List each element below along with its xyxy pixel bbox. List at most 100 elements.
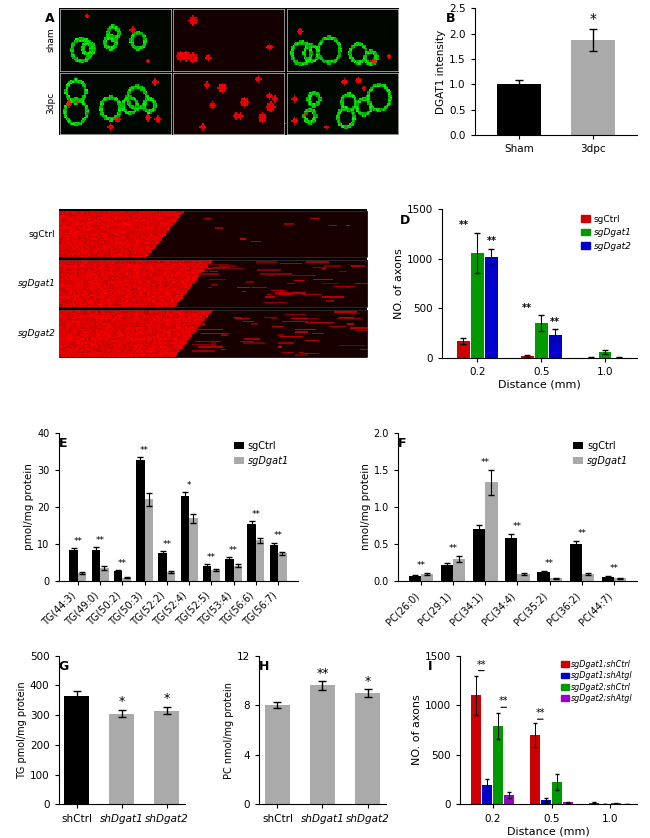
Bar [92, 550, 100, 582]
X-axis label: Distance (mm): Distance (mm) [507, 826, 590, 836]
Bar [541, 799, 551, 804]
Text: **: ** [577, 529, 586, 538]
Bar [203, 566, 211, 582]
Text: E: E [58, 437, 67, 450]
Text: 3dpc: 3dpc [46, 92, 55, 114]
Bar [453, 559, 465, 582]
Text: **: ** [73, 536, 83, 546]
Bar [441, 565, 453, 582]
Legend: sgDgat1;shCtrl, sgDgat1;shAtgl, sgDgat2;shCtrl, sgDgat2;shAtgl: sgDgat1;shCtrl, sgDgat1;shAtgl, sgDgat2;… [562, 660, 633, 703]
Bar [70, 550, 78, 582]
Bar [154, 711, 179, 804]
Bar [310, 685, 335, 804]
Text: **: ** [317, 667, 329, 680]
Bar [78, 573, 86, 582]
Bar [159, 553, 167, 582]
Text: sgDgat2: sgDgat2 [18, 328, 55, 338]
Bar [421, 574, 434, 582]
Bar [550, 578, 562, 582]
Text: I: I [428, 660, 433, 673]
Bar [493, 727, 503, 804]
Bar [211, 570, 220, 582]
Text: D: D [400, 214, 410, 227]
Y-axis label: pmol/mg protein: pmol/mg protein [24, 463, 34, 551]
Bar [109, 714, 134, 804]
Text: sgCtrl: sgCtrl [29, 230, 55, 239]
Bar [549, 335, 562, 358]
Text: B: B [445, 13, 455, 25]
Bar [265, 706, 290, 804]
Bar [486, 483, 497, 582]
Bar [471, 253, 484, 358]
Bar [167, 572, 176, 582]
Text: Tuj1/: Tuj1/ [243, 123, 263, 132]
Text: **: ** [229, 546, 238, 555]
Bar [234, 566, 242, 582]
Bar [582, 574, 594, 582]
Bar [530, 735, 540, 804]
Bar [114, 571, 122, 582]
Text: **: ** [458, 220, 469, 230]
Y-axis label: nmol/mg protein: nmol/mg protein [361, 463, 370, 551]
Bar [64, 696, 89, 804]
Bar [473, 529, 486, 582]
Bar [457, 341, 470, 358]
Text: G: G [58, 660, 69, 673]
Text: **: ** [207, 553, 216, 562]
Bar [122, 577, 131, 582]
Y-axis label: DGAT1 intensity: DGAT1 intensity [436, 29, 447, 114]
Text: **: ** [499, 696, 508, 706]
Text: sham: sham [46, 28, 55, 52]
Bar [409, 576, 421, 582]
Text: **: ** [417, 561, 426, 570]
Bar [504, 794, 514, 804]
Y-axis label: NO. of axons: NO. of axons [412, 695, 422, 765]
Text: **: ** [513, 522, 522, 530]
Bar [278, 553, 287, 582]
Text: sgDgat1: sgDgat1 [18, 279, 55, 288]
Bar [552, 782, 562, 804]
Text: DGAT1: DGAT1 [263, 123, 291, 132]
Bar [571, 40, 615, 135]
Bar [145, 499, 153, 582]
Text: **: ** [486, 236, 497, 246]
Bar [497, 85, 541, 135]
Bar [226, 559, 234, 582]
Text: *: * [590, 12, 596, 26]
Bar [100, 568, 109, 582]
Bar [270, 545, 278, 582]
Legend: sgCtrl, sgDgat1: sgCtrl, sgDgat1 [569, 437, 632, 470]
Y-axis label: PC nmol/mg protein: PC nmol/mg protein [224, 681, 234, 779]
Legend: sgCtrl, sgDgat1: sgCtrl, sgDgat1 [230, 437, 292, 470]
Bar [505, 538, 517, 582]
Text: *: * [365, 675, 370, 688]
Text: H: H [259, 660, 270, 673]
Legend: sgCtrl, sgDgat1, sgDgat2: sgCtrl, sgDgat1, sgDgat2 [577, 211, 635, 255]
Text: **: ** [481, 458, 490, 467]
Text: A: A [45, 13, 55, 25]
Bar [564, 803, 573, 804]
Bar [482, 784, 492, 804]
Text: **: ** [96, 536, 105, 546]
Bar [355, 693, 380, 804]
Text: F: F [398, 437, 406, 450]
Bar [248, 524, 256, 582]
Bar [181, 496, 189, 582]
Text: *: * [164, 692, 170, 705]
Bar [589, 803, 599, 804]
Text: **: ** [522, 303, 532, 313]
Text: **: ** [536, 708, 545, 718]
Text: **: ** [274, 531, 283, 541]
Text: **: ** [140, 446, 149, 455]
Bar [189, 518, 198, 582]
Y-axis label: TG pmol/mg protein: TG pmol/mg protein [17, 681, 27, 779]
Text: **: ** [476, 660, 486, 670]
Y-axis label: NO. of axons: NO. of axons [394, 248, 404, 319]
Text: **: ** [162, 540, 172, 549]
Text: **: ** [448, 544, 458, 553]
Bar [136, 460, 145, 582]
Text: C: C [46, 212, 55, 225]
Bar [569, 544, 582, 582]
Bar [485, 257, 498, 358]
Bar [614, 578, 626, 582]
